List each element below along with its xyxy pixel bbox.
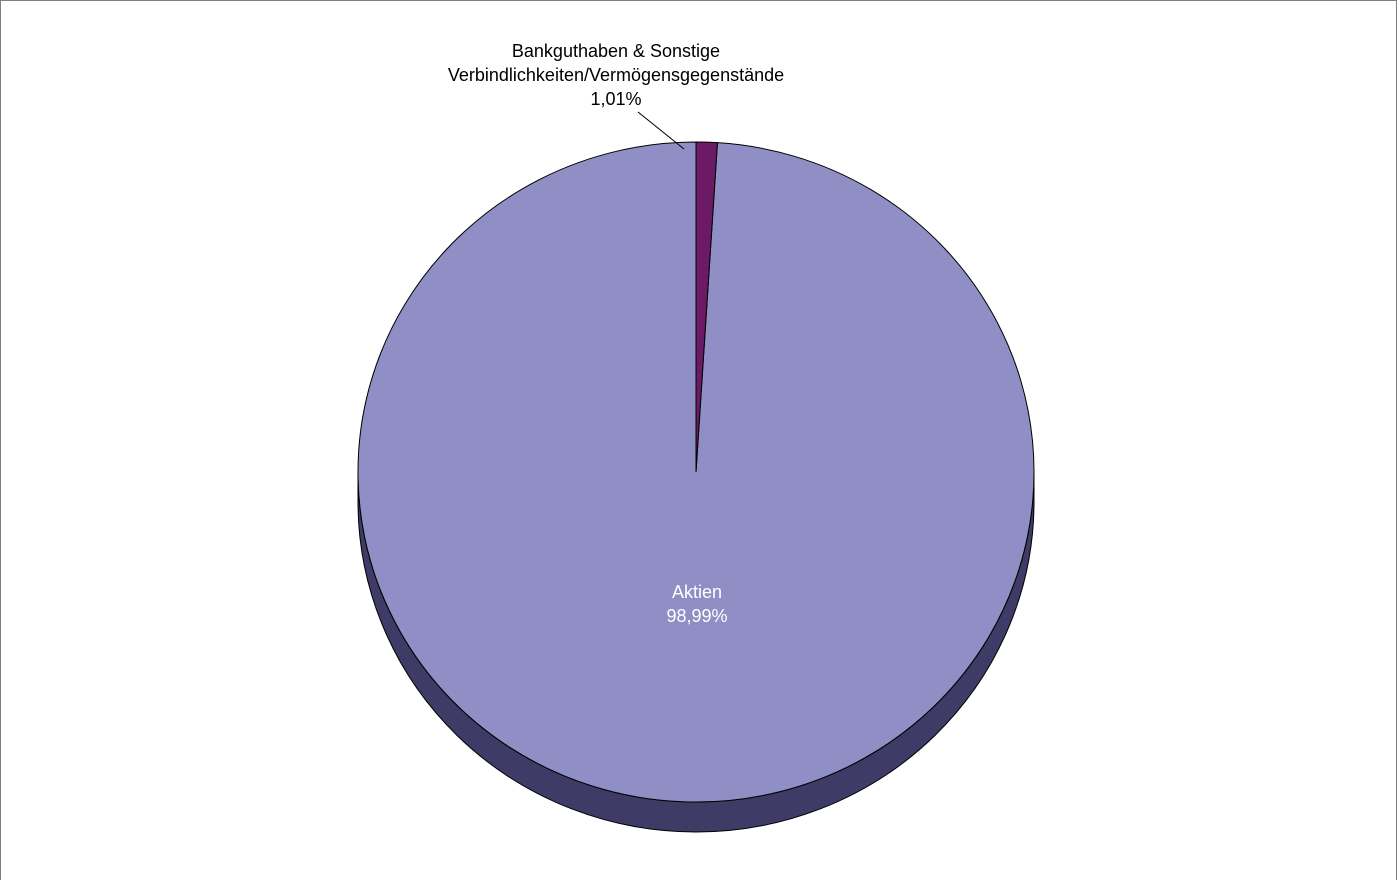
slice-label-0-line-1: 98,99% (666, 606, 727, 626)
slice-label-0-line-0: Aktien (672, 582, 722, 602)
slice-label-1-line-1: Verbindlichkeiten/Vermögensgegenstände (448, 65, 784, 85)
slice-label-1-line-2: 1,01% (590, 89, 641, 109)
slice-label-leader-1 (637, 111, 685, 150)
slice-label-1-line-0: Bankguthaben & Sonstige (512, 41, 720, 61)
pie-slice-1 (695, 141, 718, 473)
